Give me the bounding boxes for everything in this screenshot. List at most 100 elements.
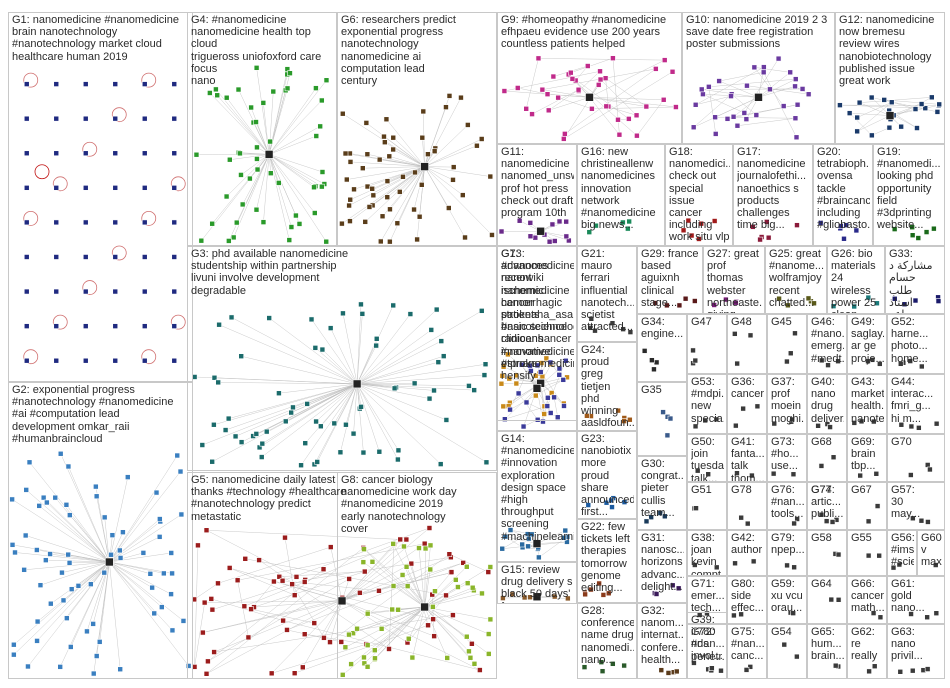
edge-g3-67 bbox=[320, 383, 358, 427]
node-g2-39 bbox=[34, 618, 41, 625]
node-g12-7 bbox=[837, 102, 843, 108]
node-g5-43 bbox=[291, 592, 298, 598]
edge-g4-44 bbox=[269, 135, 317, 155]
node-g2-64 bbox=[161, 570, 167, 577]
node-g29-2 bbox=[676, 302, 683, 309]
node-g14-hub bbox=[532, 539, 542, 548]
edge-g8-2 bbox=[350, 606, 425, 665]
edge-g3-6 bbox=[342, 313, 358, 384]
node-g6-15 bbox=[347, 159, 354, 165]
node-g3-54 bbox=[478, 308, 485, 314]
node-g55-1 bbox=[876, 552, 882, 559]
node-g27-4 bbox=[711, 302, 717, 308]
edge-g2-17 bbox=[36, 561, 110, 642]
node-g53-0 bbox=[702, 417, 709, 424]
node-g14-4 bbox=[499, 545, 506, 552]
node-g2-20 bbox=[60, 597, 67, 604]
node-g8-30 bbox=[361, 546, 367, 552]
node-g45-2 bbox=[792, 330, 798, 337]
edge-g5-69 bbox=[302, 600, 343, 668]
node-g5-44 bbox=[282, 534, 288, 541]
edge-g9-10 bbox=[605, 77, 647, 107]
node-g7-10 bbox=[532, 392, 539, 399]
node-g4-30 bbox=[213, 86, 219, 93]
node-g2-44 bbox=[57, 450, 64, 457]
node-g1-5-5 bbox=[171, 254, 178, 260]
edge-g4-6 bbox=[268, 154, 315, 214]
node-g3-15 bbox=[308, 316, 315, 323]
node-g8-27 bbox=[361, 660, 368, 667]
self-loop-g1-4-4 bbox=[141, 210, 157, 226]
node-g6-33 bbox=[360, 165, 366, 171]
node-g4-0 bbox=[235, 86, 242, 93]
node-g4-12 bbox=[253, 206, 260, 213]
node-g8-4 bbox=[485, 651, 492, 657]
edge-g2-38 bbox=[27, 561, 110, 667]
node-g9-5 bbox=[669, 68, 676, 75]
node-g19-1 bbox=[891, 226, 898, 232]
node-g10-17 bbox=[793, 134, 800, 141]
edge-g5-59 bbox=[214, 614, 453, 653]
node-g13-22 bbox=[545, 394, 551, 401]
group-g51-label: G51 bbox=[691, 484, 712, 496]
edge-g4-29 bbox=[239, 153, 270, 155]
node-g29-4 bbox=[692, 298, 698, 304]
node-g16-4 bbox=[626, 218, 632, 225]
node-g1-3-3 bbox=[112, 185, 119, 191]
node-g46-0 bbox=[835, 358, 841, 365]
node-g3-3 bbox=[373, 342, 379, 349]
node-g1-3-5 bbox=[171, 185, 178, 191]
edge-g5-35 bbox=[279, 571, 365, 578]
edge-g4-27 bbox=[229, 154, 270, 160]
node-g1-5-3 bbox=[112, 254, 119, 260]
node-g6-27 bbox=[411, 206, 417, 213]
edge-g4-33 bbox=[268, 154, 327, 242]
group-g65-box: G65: hum... brain... bbox=[807, 624, 847, 679]
node-g9-25 bbox=[633, 112, 640, 119]
node-g6-17 bbox=[425, 151, 431, 157]
node-g12-14 bbox=[934, 109, 941, 115]
node-g4-38 bbox=[319, 183, 325, 190]
edge-g12-5 bbox=[857, 102, 892, 118]
edge-g5-60 bbox=[341, 539, 401, 602]
node-g5-35 bbox=[276, 573, 283, 580]
node-g10-2 bbox=[734, 122, 741, 129]
edge-g6-33 bbox=[362, 166, 425, 169]
node-g8-42 bbox=[463, 633, 470, 640]
node-g8-41 bbox=[390, 583, 397, 589]
edge-g5-58 bbox=[214, 592, 360, 653]
node-g11-5 bbox=[563, 233, 570, 240]
node-g5-53 bbox=[430, 616, 436, 623]
self-loop-g1-0-0 bbox=[23, 72, 39, 88]
group-g2-box: G2: exponential progress #nanotechnology… bbox=[8, 382, 193, 679]
node-g52-3 bbox=[907, 358, 914, 364]
node-g26-2 bbox=[874, 300, 880, 307]
node-g3-57 bbox=[411, 380, 418, 387]
node-g12-11 bbox=[936, 101, 943, 108]
node-g6-41 bbox=[412, 169, 418, 176]
edge-g3-62 bbox=[334, 383, 358, 424]
edge-g2-41 bbox=[50, 553, 110, 563]
node-g9-37 bbox=[514, 85, 521, 91]
node-g16-5 bbox=[625, 225, 631, 232]
edge-g9-25 bbox=[600, 79, 637, 116]
edge-g6-57 bbox=[424, 166, 466, 238]
node-g10-24 bbox=[761, 64, 767, 70]
node-g5-69 bbox=[300, 664, 306, 671]
group-g61-box: G61: gold nano... bbox=[887, 576, 945, 624]
node-g5-19 bbox=[280, 617, 286, 624]
node-g11-12 bbox=[527, 233, 534, 240]
edge-g6-21 bbox=[424, 145, 478, 167]
edge-g2-5 bbox=[109, 552, 144, 563]
node-g2-65 bbox=[169, 627, 176, 634]
edge-g2-46 bbox=[66, 504, 110, 563]
edge-g12-15 bbox=[849, 112, 891, 116]
group-g20-box: G20: tetrabioph... ovensa tackle #brainc… bbox=[813, 144, 873, 246]
group-g26-label: G26: bio materials 24 wireless power 25 … bbox=[831, 248, 877, 313]
edge-g8-49 bbox=[418, 548, 425, 608]
node-g40-2 bbox=[827, 424, 833, 430]
node-g57-2 bbox=[925, 519, 931, 525]
node-g63-3 bbox=[897, 668, 904, 675]
edge-g3-7 bbox=[357, 355, 444, 385]
node-g6-3 bbox=[339, 220, 345, 227]
